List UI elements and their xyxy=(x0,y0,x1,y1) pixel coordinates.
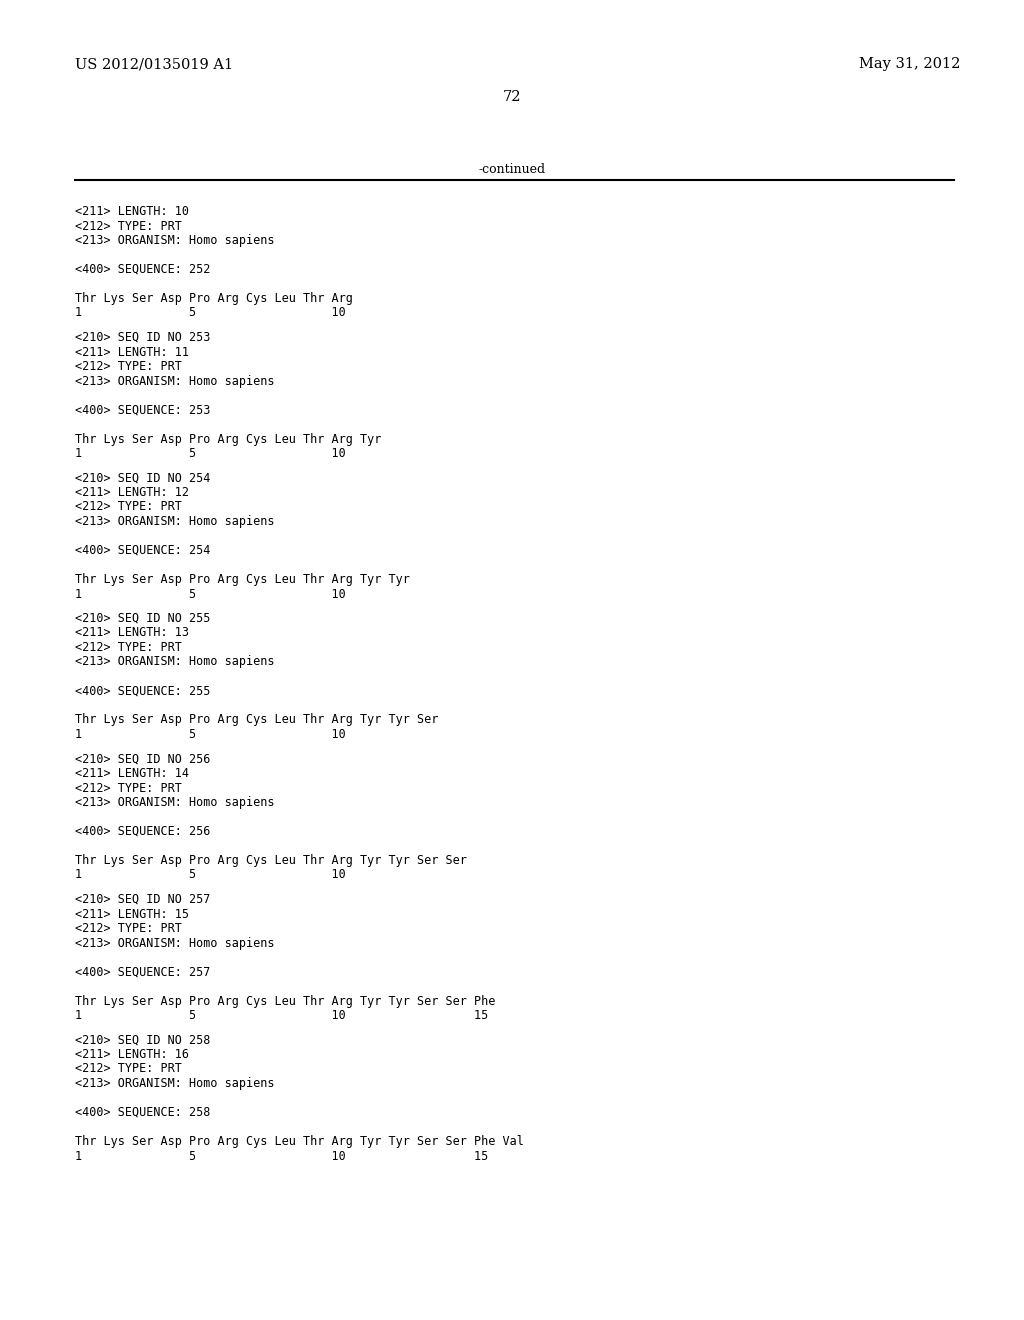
Text: 1               5                   10: 1 5 10 xyxy=(75,729,345,741)
Text: 1               5                   10: 1 5 10 xyxy=(75,447,345,459)
Text: <211> LENGTH: 16: <211> LENGTH: 16 xyxy=(75,1048,188,1061)
Text: <213> ORGANISM: Homo sapiens: <213> ORGANISM: Homo sapiens xyxy=(75,1077,274,1090)
Text: <400> SEQUENCE: 252: <400> SEQUENCE: 252 xyxy=(75,263,210,276)
Text: 72: 72 xyxy=(503,90,521,104)
Text: <400> SEQUENCE: 258: <400> SEQUENCE: 258 xyxy=(75,1106,210,1119)
Text: <213> ORGANISM: Homo sapiens: <213> ORGANISM: Homo sapiens xyxy=(75,234,274,247)
Text: <211> LENGTH: 15: <211> LENGTH: 15 xyxy=(75,908,188,920)
Text: <211> LENGTH: 10: <211> LENGTH: 10 xyxy=(75,205,188,218)
Text: 1               5                   10                  15: 1 5 10 15 xyxy=(75,1008,488,1022)
Text: <400> SEQUENCE: 254: <400> SEQUENCE: 254 xyxy=(75,544,210,557)
Text: <213> ORGANISM: Homo sapiens: <213> ORGANISM: Homo sapiens xyxy=(75,656,274,668)
Text: <212> TYPE: PRT: <212> TYPE: PRT xyxy=(75,500,181,513)
Text: <210> SEQ ID NO 256: <210> SEQ ID NO 256 xyxy=(75,752,210,766)
Text: 1               5                   10                  15: 1 5 10 15 xyxy=(75,1150,488,1163)
Text: <211> LENGTH: 14: <211> LENGTH: 14 xyxy=(75,767,188,780)
Text: Thr Lys Ser Asp Pro Arg Cys Leu Thr Arg Tyr Tyr: Thr Lys Ser Asp Pro Arg Cys Leu Thr Arg … xyxy=(75,573,410,586)
Text: <211> LENGTH: 11: <211> LENGTH: 11 xyxy=(75,346,188,359)
Text: <210> SEQ ID NO 253: <210> SEQ ID NO 253 xyxy=(75,331,210,345)
Text: <212> TYPE: PRT: <212> TYPE: PRT xyxy=(75,921,181,935)
Text: <400> SEQUENCE: 256: <400> SEQUENCE: 256 xyxy=(75,825,210,838)
Text: <212> TYPE: PRT: <212> TYPE: PRT xyxy=(75,781,181,795)
Text: <210> SEQ ID NO 255: <210> SEQ ID NO 255 xyxy=(75,612,210,624)
Text: <212> TYPE: PRT: <212> TYPE: PRT xyxy=(75,360,181,374)
Text: May 31, 2012: May 31, 2012 xyxy=(859,57,961,71)
Text: <211> LENGTH: 13: <211> LENGTH: 13 xyxy=(75,627,188,639)
Text: -continued: -continued xyxy=(478,162,546,176)
Text: <212> TYPE: PRT: <212> TYPE: PRT xyxy=(75,219,181,232)
Text: 1               5                   10: 1 5 10 xyxy=(75,587,345,601)
Text: Thr Lys Ser Asp Pro Arg Cys Leu Thr Arg Tyr Tyr Ser Ser Phe: Thr Lys Ser Asp Pro Arg Cys Leu Thr Arg … xyxy=(75,994,496,1007)
Text: <213> ORGANISM: Homo sapiens: <213> ORGANISM: Homo sapiens xyxy=(75,936,274,949)
Text: <212> TYPE: PRT: <212> TYPE: PRT xyxy=(75,1063,181,1076)
Text: 1               5                   10: 1 5 10 xyxy=(75,869,345,882)
Text: Thr Lys Ser Asp Pro Arg Cys Leu Thr Arg Tyr Tyr Ser Ser Phe Val: Thr Lys Ser Asp Pro Arg Cys Leu Thr Arg … xyxy=(75,1135,523,1148)
Text: Thr Lys Ser Asp Pro Arg Cys Leu Thr Arg Tyr Tyr Ser: Thr Lys Ser Asp Pro Arg Cys Leu Thr Arg … xyxy=(75,714,438,726)
Text: <400> SEQUENCE: 253: <400> SEQUENCE: 253 xyxy=(75,404,210,417)
Text: <210> SEQ ID NO 257: <210> SEQ ID NO 257 xyxy=(75,894,210,906)
Text: <400> SEQUENCE: 255: <400> SEQUENCE: 255 xyxy=(75,685,210,697)
Text: <213> ORGANISM: Homo sapiens: <213> ORGANISM: Homo sapiens xyxy=(75,796,274,809)
Text: <210> SEQ ID NO 258: <210> SEQ ID NO 258 xyxy=(75,1034,210,1047)
Text: Thr Lys Ser Asp Pro Arg Cys Leu Thr Arg Tyr: Thr Lys Ser Asp Pro Arg Cys Leu Thr Arg … xyxy=(75,433,381,446)
Text: <213> ORGANISM: Homo sapiens: <213> ORGANISM: Homo sapiens xyxy=(75,515,274,528)
Text: 1               5                   10: 1 5 10 xyxy=(75,306,345,319)
Text: Thr Lys Ser Asp Pro Arg Cys Leu Thr Arg Tyr Tyr Ser Ser: Thr Lys Ser Asp Pro Arg Cys Leu Thr Arg … xyxy=(75,854,467,867)
Text: <212> TYPE: PRT: <212> TYPE: PRT xyxy=(75,642,181,653)
Text: <400> SEQUENCE: 257: <400> SEQUENCE: 257 xyxy=(75,965,210,978)
Text: <213> ORGANISM: Homo sapiens: <213> ORGANISM: Homo sapiens xyxy=(75,375,274,388)
Text: US 2012/0135019 A1: US 2012/0135019 A1 xyxy=(75,57,233,71)
Text: <210> SEQ ID NO 254: <210> SEQ ID NO 254 xyxy=(75,471,210,484)
Text: Thr Lys Ser Asp Pro Arg Cys Leu Thr Arg: Thr Lys Ser Asp Pro Arg Cys Leu Thr Arg xyxy=(75,292,352,305)
Text: <211> LENGTH: 12: <211> LENGTH: 12 xyxy=(75,486,188,499)
